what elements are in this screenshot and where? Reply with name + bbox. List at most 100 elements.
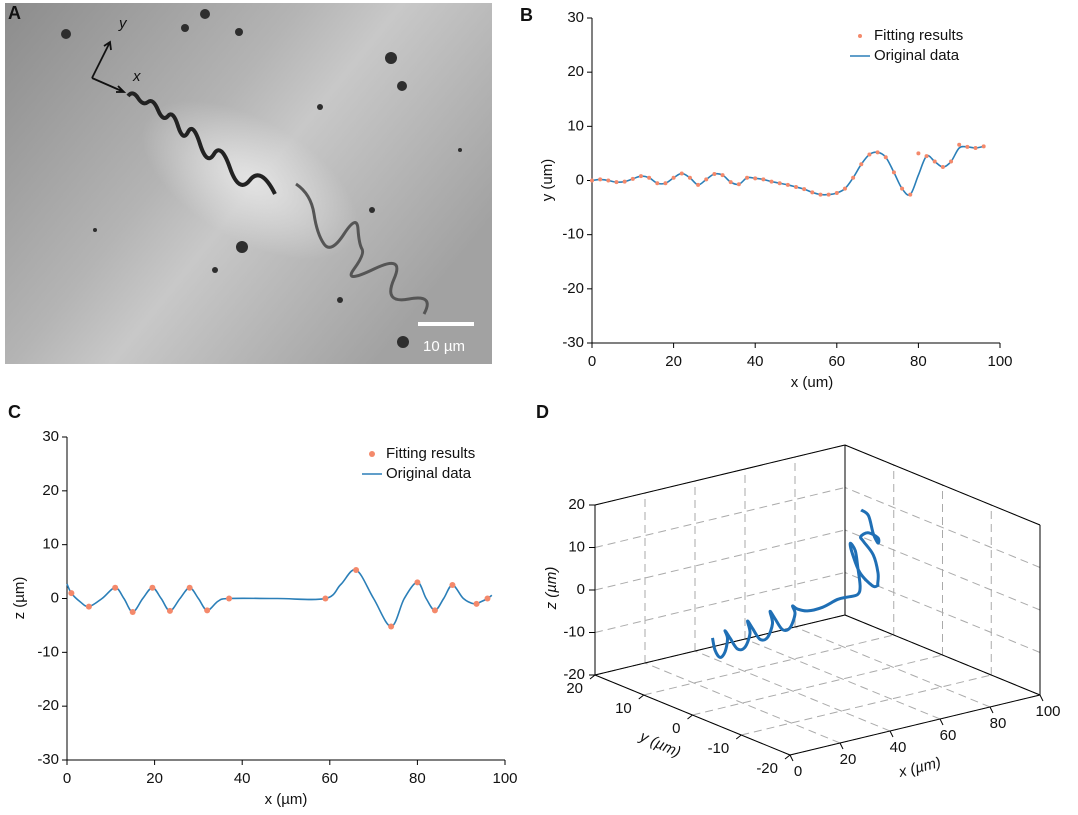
data-point bbox=[794, 185, 798, 189]
x-tick-label: 40 bbox=[747, 353, 764, 370]
data-point bbox=[867, 152, 872, 157]
y-tick bbox=[638, 694, 645, 700]
data-point bbox=[851, 175, 856, 180]
x-tick bbox=[889, 730, 894, 738]
panel-label: A bbox=[8, 3, 21, 23]
grid-line bbox=[594, 529, 846, 591]
data-point bbox=[981, 144, 986, 149]
data-point bbox=[614, 180, 619, 185]
data-point bbox=[687, 175, 692, 180]
y-tick-label: -30 bbox=[562, 334, 584, 351]
data-point bbox=[753, 176, 758, 181]
debris bbox=[61, 9, 462, 348]
data-point bbox=[875, 150, 880, 155]
y-tick-label: 20 bbox=[566, 680, 583, 697]
data-point bbox=[842, 186, 847, 191]
data-point bbox=[129, 608, 136, 615]
x-tick-label: 20 bbox=[146, 770, 163, 787]
x-tick bbox=[989, 706, 994, 714]
data-point bbox=[449, 582, 456, 589]
x-axis-label: x (µm) bbox=[265, 791, 308, 808]
x-tick-label: 40 bbox=[234, 770, 251, 787]
y-tick-label: 30 bbox=[42, 428, 59, 445]
x-tick-label: 0 bbox=[794, 763, 802, 780]
y-axis-label: y (um) bbox=[539, 159, 556, 202]
data-point bbox=[818, 192, 823, 197]
panel-label: D bbox=[536, 402, 549, 422]
z-tick-label: 10 bbox=[568, 538, 585, 555]
y-tick-label: -20 bbox=[756, 760, 778, 777]
y-tick bbox=[589, 674, 596, 680]
data-point bbox=[834, 190, 839, 195]
chart-panel: B -30 -20 -10 0 10 20 30 0 20 40 60 80 100 x (um) y (um… bbox=[520, 5, 1013, 391]
y-tick-label: -10 bbox=[37, 643, 59, 660]
x-tick bbox=[939, 718, 944, 726]
x-axis-label: x (µm) bbox=[896, 754, 943, 781]
data-point bbox=[769, 179, 774, 184]
x-tick-label: 100 bbox=[1035, 703, 1060, 720]
z-tick-label: -10 bbox=[563, 623, 585, 640]
x-tick-label: 0 bbox=[63, 770, 71, 787]
y-tick-label: 10 bbox=[615, 700, 632, 717]
grid-line bbox=[694, 650, 891, 732]
x-tick-label: 80 bbox=[910, 353, 927, 370]
grid-line bbox=[643, 634, 894, 696]
data-point bbox=[736, 182, 741, 187]
data-point bbox=[777, 181, 782, 186]
y-tick bbox=[784, 754, 791, 760]
data-point bbox=[802, 187, 807, 192]
x-tick bbox=[789, 754, 794, 762]
data-line bbox=[591, 145, 984, 196]
data-point bbox=[696, 182, 701, 187]
box-edge bbox=[594, 444, 846, 506]
panel-label: B bbox=[520, 5, 533, 25]
data-point bbox=[149, 584, 156, 591]
box-edge bbox=[844, 614, 1041, 696]
data-point bbox=[965, 144, 970, 149]
data-point bbox=[883, 155, 888, 160]
y-tick-label: -20 bbox=[562, 280, 584, 297]
grid-line bbox=[644, 662, 841, 744]
data-point bbox=[720, 173, 725, 178]
x-tick-label: 80 bbox=[990, 715, 1007, 732]
x-tick bbox=[839, 742, 844, 750]
z-axis-label: z (µm) bbox=[543, 567, 560, 611]
y-tick-label: -20 bbox=[37, 697, 59, 714]
data-point bbox=[590, 178, 594, 183]
data-point bbox=[663, 181, 668, 186]
grid-line bbox=[741, 674, 992, 736]
data-point bbox=[85, 603, 92, 610]
x-tick-label: 20 bbox=[840, 751, 857, 768]
y-tick bbox=[687, 714, 693, 720]
data-point bbox=[630, 176, 635, 181]
data-point bbox=[810, 190, 815, 195]
y-tick-label: -30 bbox=[37, 751, 59, 768]
y-tick bbox=[735, 734, 742, 740]
legend-label: Original data bbox=[874, 47, 960, 64]
data-point bbox=[826, 192, 831, 197]
data-point bbox=[932, 159, 937, 164]
x-axis-label: x (um) bbox=[791, 374, 834, 391]
data-point bbox=[916, 151, 921, 156]
x-tick-label: 60 bbox=[940, 727, 957, 744]
data-point bbox=[638, 174, 643, 179]
data-point bbox=[704, 177, 709, 182]
y-tick-label: 20 bbox=[567, 63, 584, 80]
grid-line bbox=[744, 638, 941, 720]
grid-line bbox=[594, 487, 846, 548]
chart-panel: C -30 -20 -10 0 10 20 30 0 20 40 60 80 100 x (µm) z (µm… bbox=[8, 402, 518, 808]
data-point bbox=[484, 595, 491, 602]
data-point bbox=[388, 623, 395, 630]
x-tick-label: 40 bbox=[890, 739, 907, 756]
data-point bbox=[924, 154, 929, 159]
data-point bbox=[761, 177, 766, 182]
panel-label: C bbox=[8, 402, 21, 422]
data-point bbox=[606, 178, 611, 183]
x-tick-label: 60 bbox=[828, 353, 845, 370]
x-tick-label: 20 bbox=[665, 353, 682, 370]
data-point bbox=[112, 584, 119, 591]
data-point bbox=[859, 162, 864, 167]
grid-line bbox=[844, 487, 1041, 568]
y-tick-label: 20 bbox=[42, 482, 59, 499]
